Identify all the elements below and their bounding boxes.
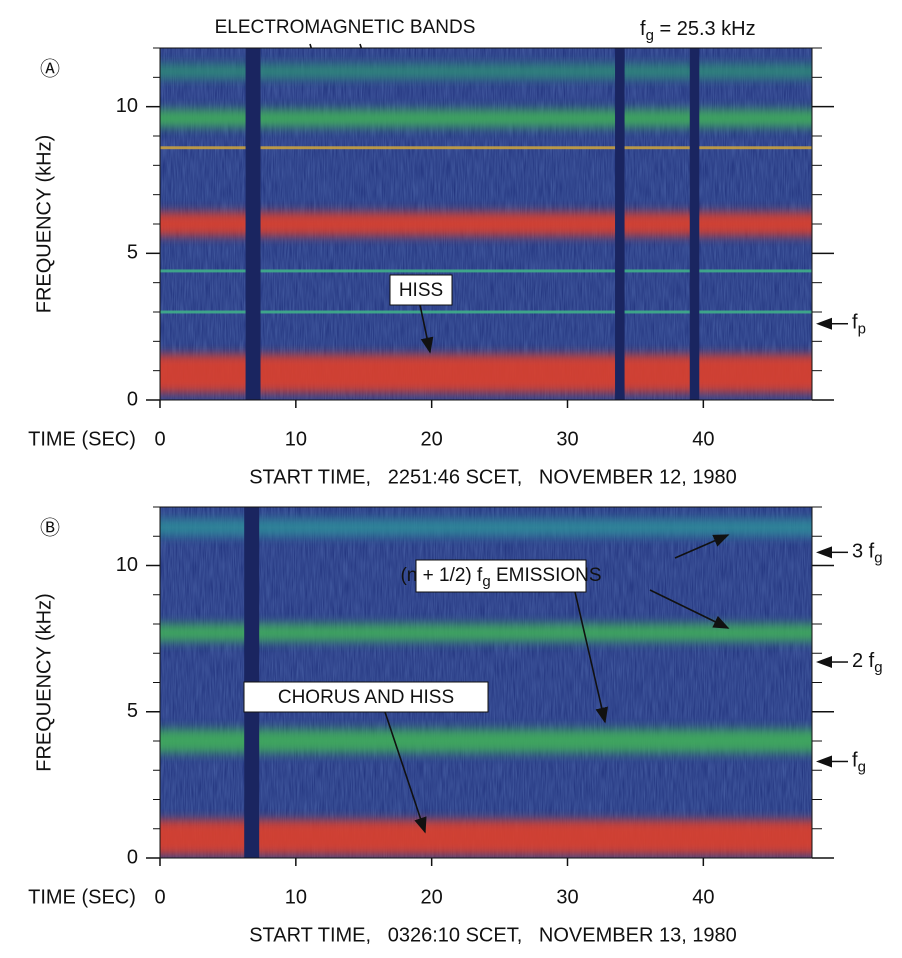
band — [160, 819, 812, 856]
marker-label-main: 2 f — [852, 650, 875, 672]
x-tick-label: 0 — [154, 886, 165, 908]
annotation-arrow — [384, 711, 427, 834]
band — [160, 518, 812, 537]
panel-label: Ⓑ — [40, 516, 60, 539]
footer: START TIME, 2251:46 SCET, NOVEMBER 12, 1… — [249, 466, 737, 488]
x-axis-label: TIME (SEC) — [28, 886, 136, 908]
annotation-arrow — [674, 534, 730, 559]
marker-label-main: f — [852, 750, 858, 772]
y-tick-label: 0 — [127, 846, 138, 868]
y-tick-label: 0 — [127, 388, 138, 410]
x-tick-label: 30 — [556, 886, 578, 908]
title-sub: g — [646, 27, 654, 44]
marker-label: 3 fg — [852, 541, 883, 567]
title-main: f — [640, 18, 646, 40]
annotation-box — [243, 681, 489, 713]
marker-arrow — [816, 755, 832, 768]
y-tick-label: 5 — [127, 700, 138, 722]
marker-label: fp — [852, 312, 866, 338]
marker-label: 2 fg — [852, 650, 883, 676]
annotation: (n + 1/2) fg EMISSIONS — [400, 565, 601, 590]
annotation-arrow — [574, 591, 608, 724]
annotation: CHORUS AND HISS — [278, 687, 454, 708]
band — [160, 269, 812, 273]
annotation-rest: EMISSIONS — [491, 565, 602, 586]
marker-arrow — [816, 546, 832, 559]
annotation-box — [389, 274, 453, 306]
band — [160, 109, 812, 128]
annotation-box — [415, 559, 587, 593]
marker-arrow — [816, 317, 832, 330]
title: fg = 25.3 kHz — [640, 18, 756, 44]
x-tick-label: 20 — [421, 428, 443, 450]
marker-label-sub: g — [858, 758, 866, 775]
panel-label: Ⓐ — [40, 57, 60, 80]
spectrogram — [160, 48, 812, 400]
title-rest: = 25.3 kHz — [654, 18, 756, 40]
marker-arrow — [816, 656, 832, 669]
data-gap — [689, 48, 700, 400]
marker-label-sub: p — [858, 321, 866, 338]
x-axis-label: TIME (SEC) — [28, 428, 136, 450]
annotation-arrow — [419, 304, 434, 354]
y-axis-label: FREQUENCY (kHz) — [33, 593, 55, 772]
annotation-main: (n + 1/2) f — [400, 565, 483, 586]
marker-label-sub: g — [874, 659, 882, 676]
y-tick-label: 10 — [116, 95, 138, 117]
band — [160, 624, 812, 642]
y-axis-label: FREQUENCY (kHz) — [33, 135, 55, 314]
band — [160, 212, 812, 236]
x-tick-label: 0 — [154, 428, 165, 450]
x-tick-label: 10 — [285, 886, 307, 908]
annotation: ELECTROMAGNETIC BANDS — [215, 17, 476, 38]
annotation-sub: g — [482, 573, 490, 590]
x-tick-label: 40 — [692, 886, 714, 908]
marker-label: fg — [852, 750, 866, 776]
band — [160, 146, 812, 150]
x-tick-label: 30 — [556, 428, 578, 450]
marker-label-main: 3 f — [852, 541, 875, 563]
y-tick-label: 5 — [127, 242, 138, 264]
marker-label-sub: g — [874, 549, 882, 566]
x-tick-label: 20 — [421, 886, 443, 908]
data-gap — [245, 48, 261, 400]
footer: START TIME, 0326:10 SCET, NOVEMBER 13, 1… — [249, 924, 737, 946]
band — [160, 310, 812, 314]
annotation-arrow — [649, 589, 730, 629]
x-tick-label: 40 — [692, 428, 714, 450]
y-tick-label: 10 — [116, 554, 138, 576]
band — [160, 64, 812, 79]
band — [160, 354, 812, 393]
annotation: HISS — [399, 280, 443, 301]
marker-label-main: f — [852, 312, 858, 334]
x-tick-label: 10 — [285, 428, 307, 450]
data-gap — [615, 48, 625, 400]
band — [160, 729, 812, 753]
